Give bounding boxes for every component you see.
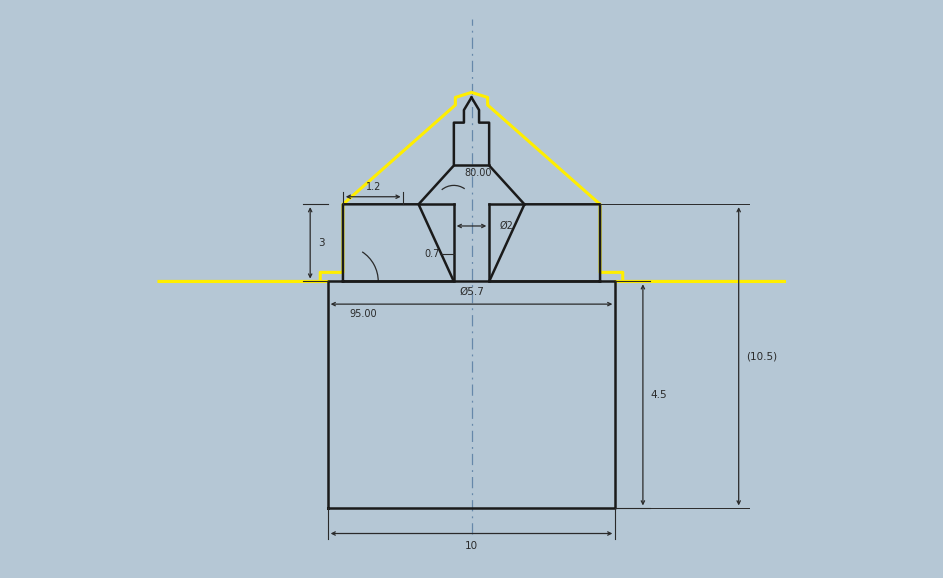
Text: 1.2: 1.2 (366, 181, 381, 192)
Text: Ø2: Ø2 (499, 221, 513, 231)
Text: Ø5.7: Ø5.7 (459, 287, 484, 297)
Text: 95.00: 95.00 (349, 309, 377, 319)
Text: 0.7: 0.7 (425, 249, 440, 259)
Text: 3: 3 (318, 238, 324, 248)
Text: 80.00: 80.00 (464, 168, 491, 178)
Text: 4.5: 4.5 (651, 390, 667, 400)
Text: (10.5): (10.5) (746, 351, 777, 361)
Text: 10: 10 (465, 541, 478, 551)
